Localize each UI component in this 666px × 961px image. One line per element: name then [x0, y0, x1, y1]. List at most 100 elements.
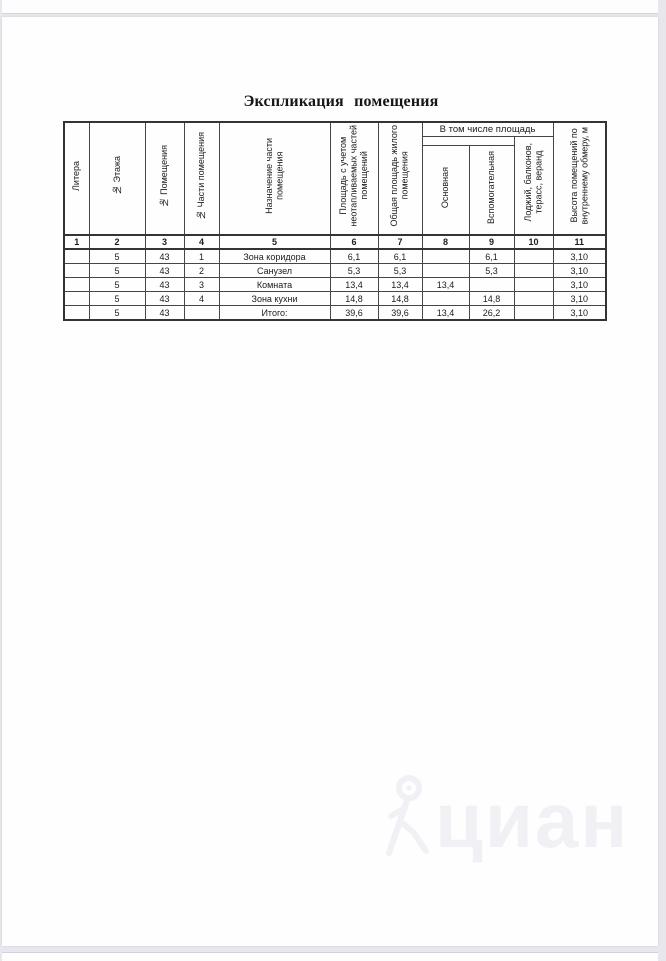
header-label: Высота помещений по внутреннему обмеру, …: [568, 127, 590, 225]
data-cell: 5,3: [377, 263, 423, 278]
header-label: Вспомогательная: [486, 150, 497, 224]
explication-table: Литера № Этажа № Помещения № Части помещ…: [63, 121, 608, 321]
data-cell: 3: [183, 277, 220, 292]
header-label: № Этажа: [111, 156, 122, 196]
column-number-cell: 7: [377, 234, 423, 250]
data-cell: 43: [144, 291, 185, 306]
header-label: Основная: [440, 166, 451, 208]
data-cell: [513, 277, 554, 292]
data-cell: [183, 305, 220, 321]
header-label: Литера: [71, 161, 82, 191]
column-number-cell: 11: [552, 234, 607, 250]
column-number-cell: 3: [144, 234, 185, 250]
data-cell: 5: [88, 291, 146, 306]
data-cell: 43: [144, 263, 185, 278]
data-cell: 39,6: [377, 305, 423, 321]
data-cell: 26,2: [468, 305, 515, 321]
data-cell: 5: [88, 305, 146, 321]
header-cell-pomeshcheniya: № Помещения: [144, 121, 185, 236]
data-cell: [513, 291, 554, 306]
data-cell: [63, 277, 90, 292]
header-cell-etazh: № Этажа: [88, 121, 146, 236]
column-number-cell: 9: [468, 234, 515, 250]
data-cell: 4: [183, 291, 220, 306]
data-cell: Комната: [218, 277, 331, 292]
table-row: 5 43 4 Зона кухни 14,8 14,8 14,8 3,10: [63, 291, 607, 306]
table-row: 5 43 3 Комната 13,4 13,4 13,4 3,10: [63, 277, 607, 292]
group-header-v-tom-chisle: В том числе площадь: [421, 121, 554, 137]
header-cell-vysota: Высота помещений по внутреннему обмеру, …: [552, 121, 607, 236]
data-cell: Санузел: [218, 263, 331, 278]
column-number-row: 1 2 3 4 5 6 7 8 9 10 11: [63, 234, 607, 250]
data-cell: 14,8: [329, 291, 379, 306]
header-label: Площадь с учетом неотапливаемых частей п…: [338, 125, 370, 227]
data-cell: 5,3: [329, 263, 379, 278]
data-cell: 3,10: [552, 291, 607, 306]
data-cell: [513, 248, 554, 264]
group-spacer-cell: [421, 135, 515, 146]
data-cell: 5: [88, 263, 146, 278]
data-cell: [63, 291, 90, 306]
data-cell: [513, 305, 554, 321]
data-cell: Итого:: [218, 305, 331, 321]
column-number-cell: 10: [513, 234, 554, 250]
data-cell: 5: [88, 248, 146, 264]
header-cell-vspomogatelnaya: Вспомогательная: [468, 144, 515, 236]
previous-page-edge: [2, 0, 658, 14]
data-cell: 3,10: [552, 248, 607, 264]
data-cell: 6,1: [468, 248, 515, 264]
data-cell: 5,3: [468, 263, 515, 278]
header-cell-lodzhiy: Лоджий, балконов, терасс, веранд: [513, 135, 554, 236]
data-cell: 14,8: [468, 291, 515, 306]
table-row: 5 43 1 Зона коридора 6,1 6,1 6,1 3,10: [63, 248, 607, 264]
column-number-cell: 2: [88, 234, 146, 250]
data-cell: [421, 291, 470, 306]
data-cell: 43: [144, 248, 185, 264]
data-cell: [63, 305, 90, 321]
data-cell: 2: [183, 263, 220, 278]
next-page-edge: [2, 952, 658, 961]
column-number-cell: 5: [218, 234, 331, 250]
header-cell-litera: Литера: [63, 121, 90, 236]
page-title: Экспликация помещения: [243, 93, 439, 110]
table-row: 5 43 2 Санузел 5,3 5,3 5,3 3,10: [63, 263, 607, 278]
header-label: № Части помещения: [196, 132, 207, 220]
column-number-cell: 1: [63, 234, 90, 250]
data-cell: [421, 263, 470, 278]
data-cell: 1: [183, 248, 220, 264]
cian-watermark-text: циан: [435, 776, 630, 864]
data-cell: [513, 263, 554, 278]
header-cell-osnovnaya: Основная: [421, 144, 470, 236]
table-total-row: 5 43 Итого: 39,6 39,6 13,4 26,2 3,10: [63, 305, 607, 321]
data-cell: Зона кухни: [218, 291, 331, 306]
data-cell: 6,1: [329, 248, 379, 264]
header-cell-ploshchad-s-uchetom: Площадь с учетом неотапливаемых частей п…: [329, 121, 379, 236]
data-cell: [63, 248, 90, 264]
data-cell: [63, 263, 90, 278]
header-cell-chasti-pomeshcheniya: № Части помещения: [183, 121, 220, 236]
data-cell: 3,10: [552, 263, 607, 278]
data-cell: 13,4: [329, 277, 379, 292]
header-cell-naznachenie: Назначение части помещения: [218, 121, 331, 236]
data-cell: 13,4: [377, 277, 423, 292]
data-cell: 13,4: [421, 305, 470, 321]
column-number-cell: 4: [183, 234, 220, 250]
header-cell-obshchaya-ploshchad: Общая площадь жилого помещения: [377, 121, 423, 236]
data-cell: 43: [144, 277, 185, 292]
data-cell: 6,1: [377, 248, 423, 264]
cian-pin-person-icon: [386, 775, 429, 856]
data-cell: 3,10: [552, 305, 607, 321]
data-cell: 43: [144, 305, 185, 321]
data-cell: 14,8: [377, 291, 423, 306]
column-number-cell: 6: [329, 234, 379, 250]
data-cell: 5: [88, 277, 146, 292]
column-number-cell: 8: [421, 234, 470, 250]
data-cell: [468, 277, 515, 292]
data-cell: Зона коридора: [218, 248, 331, 264]
data-cell: 3,10: [552, 277, 607, 292]
data-cell: 39,6: [329, 305, 379, 321]
data-cell: [421, 248, 470, 264]
data-cell: 13,4: [421, 277, 470, 292]
header-label: Общая площадь жилого помещения: [389, 125, 410, 227]
header-label: Лоджий, балконов, терасс, веранд: [522, 143, 544, 223]
